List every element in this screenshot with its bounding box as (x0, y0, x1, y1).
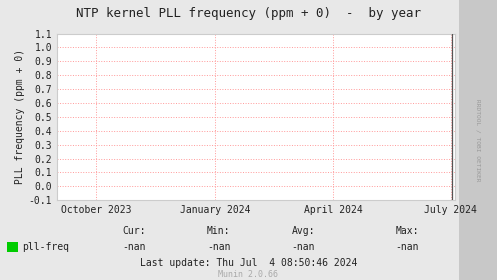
Text: pll-freq: pll-freq (22, 242, 70, 252)
Text: Min:: Min: (207, 226, 231, 236)
Text: Last update: Thu Jul  4 08:50:46 2024: Last update: Thu Jul 4 08:50:46 2024 (140, 258, 357, 268)
Text: -nan: -nan (207, 242, 231, 252)
Text: -nan: -nan (291, 242, 315, 252)
Text: -nan: -nan (122, 242, 146, 252)
Text: Cur:: Cur: (122, 226, 146, 236)
Y-axis label: PLL frequency (ppm + 0): PLL frequency (ppm + 0) (14, 49, 25, 185)
Text: Munin 2.0.66: Munin 2.0.66 (219, 270, 278, 279)
Text: -nan: -nan (396, 242, 419, 252)
Text: RRDTOOL / TOBI OETIKER: RRDTOOL / TOBI OETIKER (476, 99, 481, 181)
Text: NTP kernel PLL frequency (ppm + 0)  -  by year: NTP kernel PLL frequency (ppm + 0) - by … (76, 7, 421, 20)
Text: Avg:: Avg: (291, 226, 315, 236)
Text: Max:: Max: (396, 226, 419, 236)
